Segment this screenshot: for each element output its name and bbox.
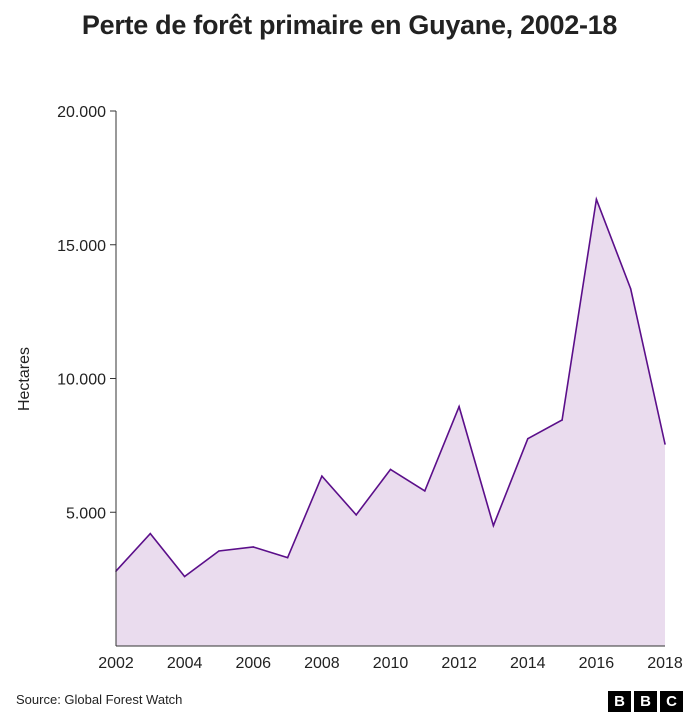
data-point xyxy=(458,405,460,408)
y-axis-label: Hectares xyxy=(16,347,33,411)
x-tick-label: 2016 xyxy=(579,655,615,672)
data-point xyxy=(183,575,186,578)
data-point xyxy=(286,556,289,559)
data-point xyxy=(595,198,598,201)
data-point xyxy=(218,550,220,552)
logo-letter: B xyxy=(608,691,631,712)
data-point xyxy=(527,437,529,440)
x-tick-label: 2014 xyxy=(510,655,546,672)
y-tick-label: 15.000 xyxy=(57,238,106,255)
x-tick-label: 2002 xyxy=(98,655,134,672)
data-point xyxy=(355,514,358,516)
logo-letter: B xyxy=(634,691,657,712)
y-axis: 5.000 10.000 15.000 20.000 xyxy=(57,104,117,646)
plot-area xyxy=(115,196,666,647)
source-note: Source: Global Forest Watch xyxy=(16,692,183,707)
x-tick-label: 2010 xyxy=(373,655,409,672)
x-tick-label: 2006 xyxy=(235,655,271,672)
series-area xyxy=(116,199,665,647)
y-tick-label: 10.000 xyxy=(57,372,106,389)
x-tick-label: 2004 xyxy=(167,655,203,672)
x-tick-label: 2008 xyxy=(304,655,340,672)
data-point xyxy=(389,468,392,471)
data-point xyxy=(252,546,255,548)
data-point xyxy=(561,419,563,421)
bbc-logo: B B C xyxy=(608,691,683,712)
x-tick-label: 2012 xyxy=(441,655,477,672)
y-tick-label: 20.000 xyxy=(57,104,106,121)
x-axis: 2002 2004 2006 2008 2010 2012 2014 2016 2018 xyxy=(98,645,683,672)
data-point xyxy=(629,288,632,290)
data-point xyxy=(492,524,495,527)
data-point xyxy=(664,443,666,445)
data-point xyxy=(149,532,152,535)
logo-letter: C xyxy=(660,691,683,712)
data-point xyxy=(321,475,323,477)
chart-title: Perte de forêt primaire en Guyane, 2002-… xyxy=(81,10,618,40)
y-tick-label: 5.000 xyxy=(66,505,106,522)
data-point xyxy=(424,490,426,492)
x-tick-label: 2018 xyxy=(647,655,683,672)
